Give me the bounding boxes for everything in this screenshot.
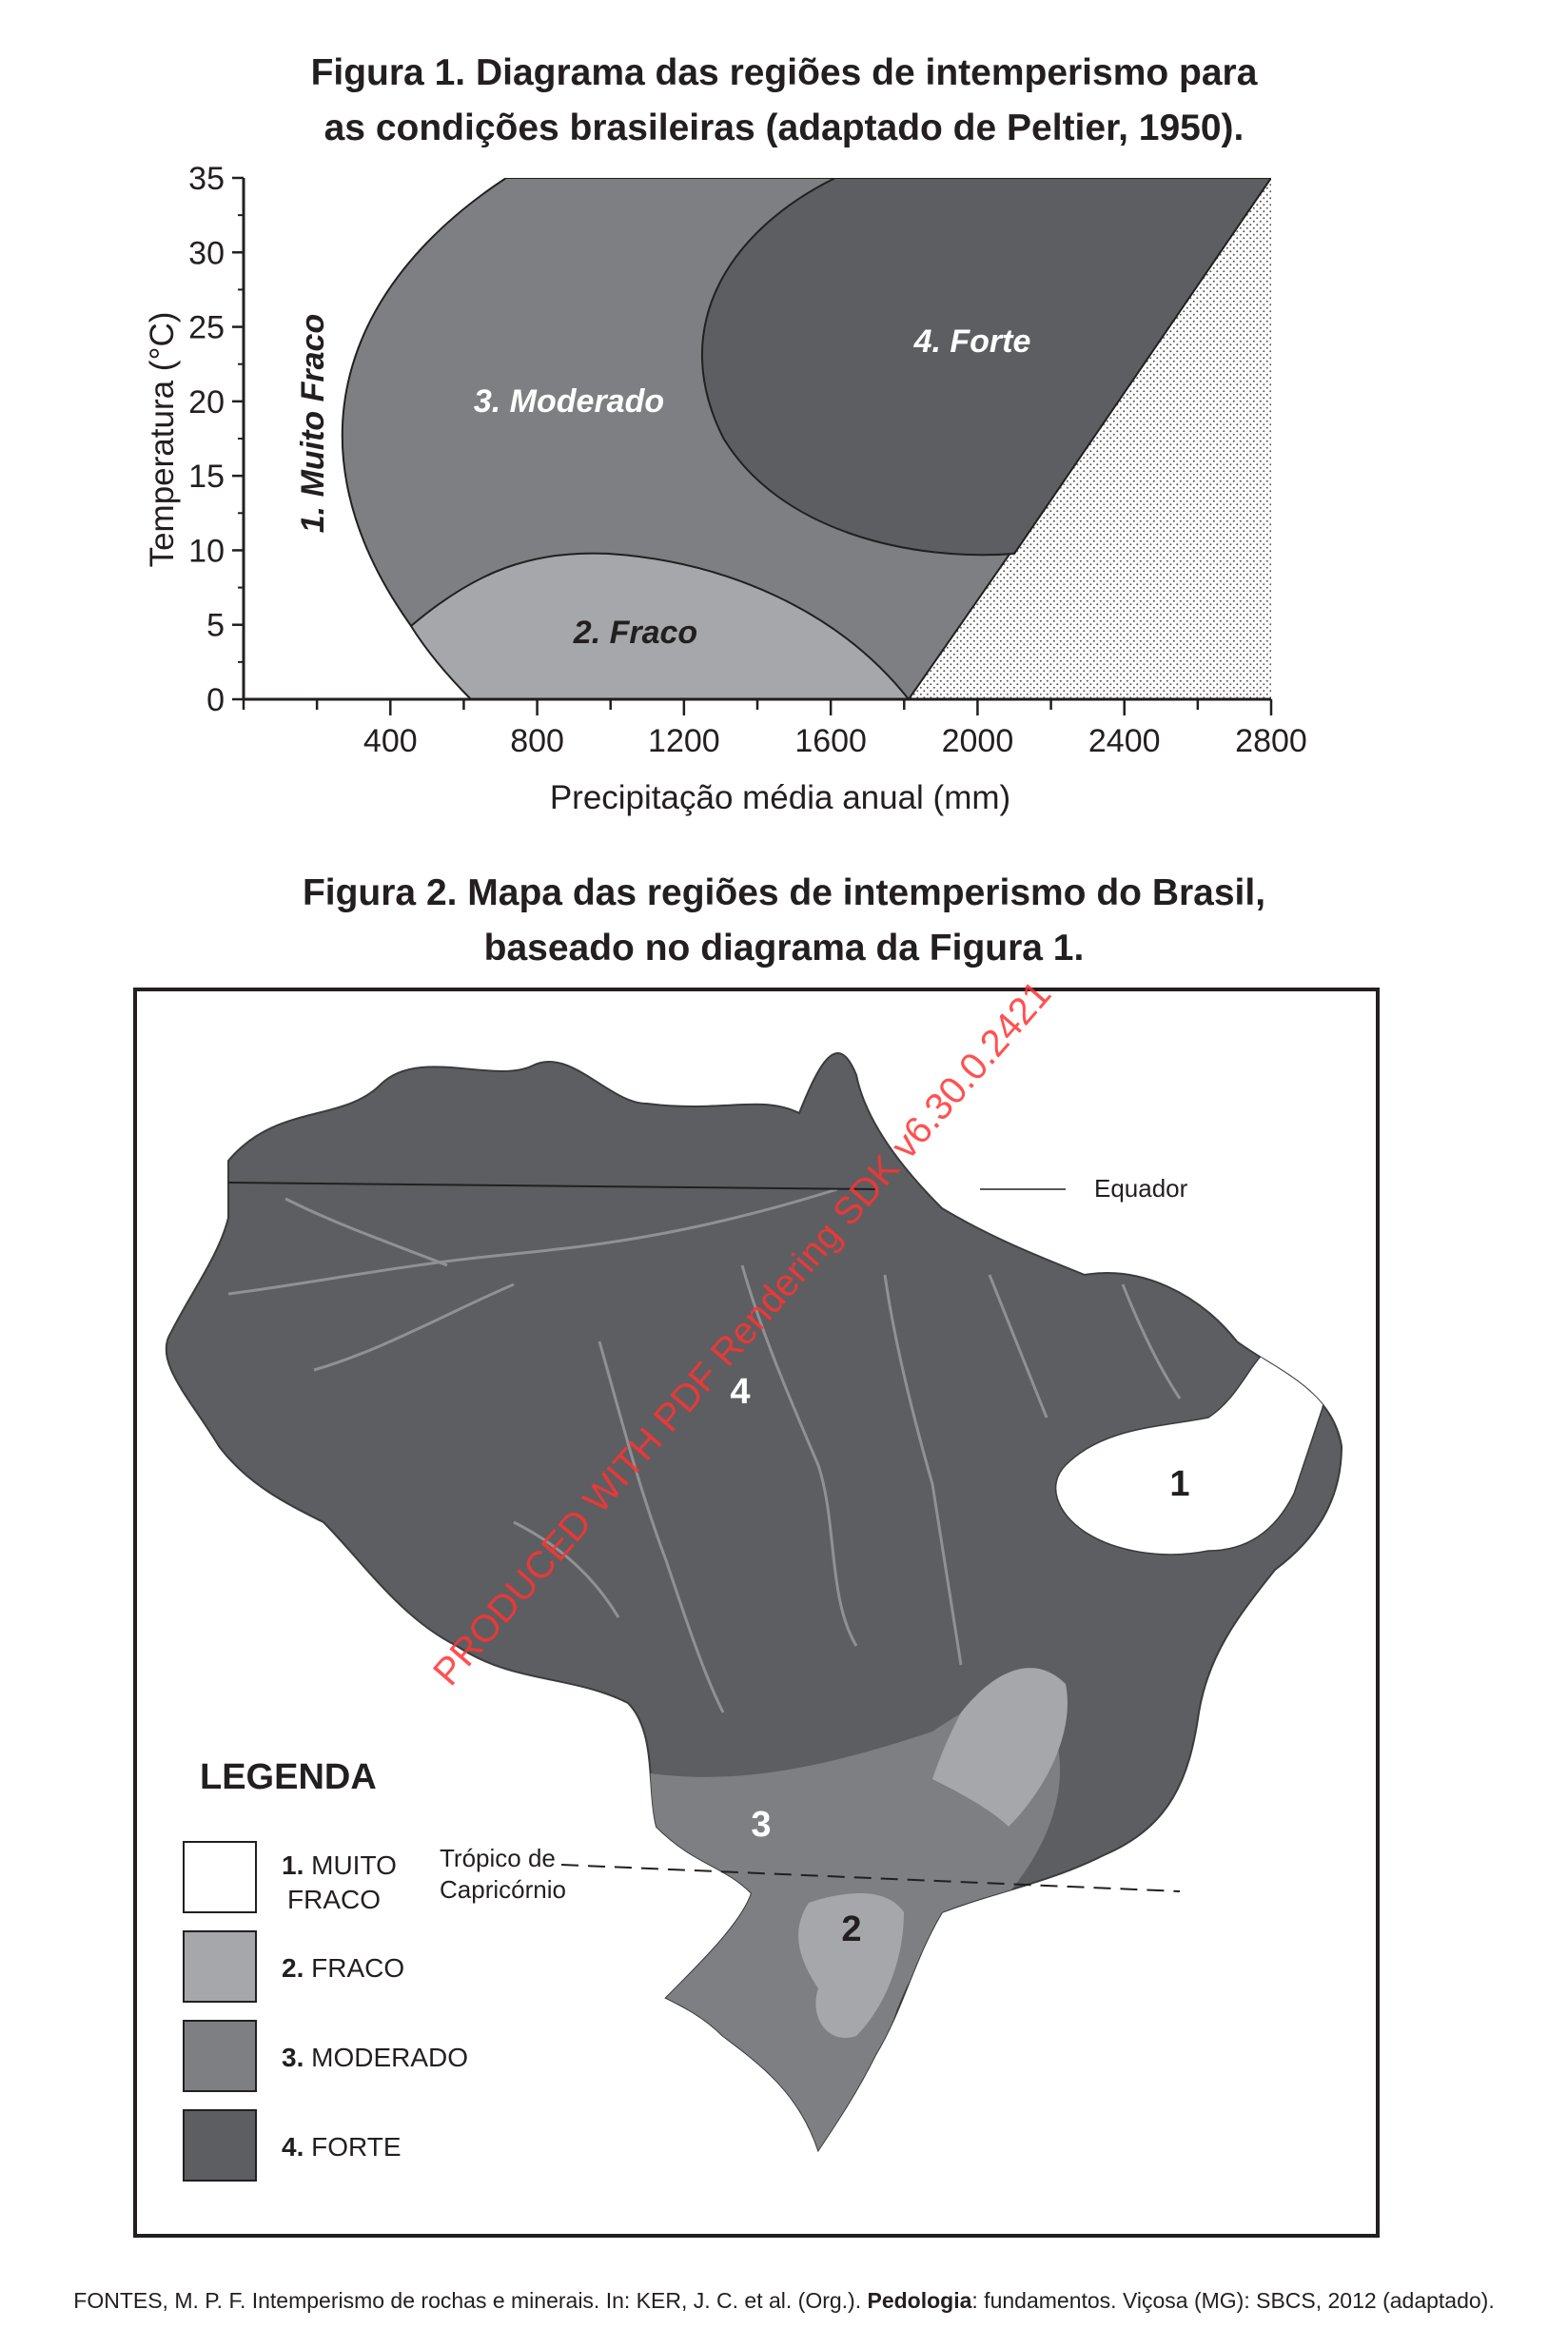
y-axis-label: Temperatura (°C) bbox=[144, 312, 181, 568]
x-tick-label: 800 bbox=[510, 723, 564, 759]
region-moderado-label: 3. Moderado bbox=[474, 383, 664, 420]
figure1-title-line2: as condições brasileiras (adaptado de Pe… bbox=[323, 108, 1245, 148]
source-citation: FONTES, M. P. F. Intemperismo de rochas … bbox=[0, 2288, 1568, 2314]
y-tick-label: 0 bbox=[206, 682, 225, 718]
x-tick-label: 1200 bbox=[648, 723, 720, 759]
map-region-fraco-south bbox=[798, 1893, 904, 2038]
source-bold: Pedologia bbox=[867, 2288, 972, 2313]
map-number-4: 4 bbox=[730, 1372, 750, 1412]
x-tick-label: 1600 bbox=[794, 723, 867, 759]
y-tick-label: 35 bbox=[188, 162, 225, 197]
y-tick-label: 20 bbox=[188, 384, 225, 421]
legend: 1. MUITO FRACO 2. FRACO 3. MODERADO 4. FORTE bbox=[183, 1841, 468, 2182]
legend-swatch bbox=[183, 2109, 257, 2182]
map-number-2: 2 bbox=[841, 1909, 861, 1949]
figure2-title: Figura 2. Mapa das regiões de intemperis… bbox=[0, 866, 1568, 976]
legend-label: 4. FORTE bbox=[282, 2132, 402, 2162]
legend-label-line2: FRACO bbox=[287, 1885, 381, 1914]
legend-label: 2. FRACO bbox=[282, 1953, 404, 1983]
source-part1: FONTES, M. P. F. Intemperismo de rochas … bbox=[73, 2288, 868, 2313]
x-axis-label: Precipitação média anual (mm) bbox=[550, 779, 1010, 816]
figure1-title: Figura 1. Diagrama das regiões de intemp… bbox=[0, 46, 1568, 156]
region-forte-area bbox=[700, 178, 1271, 557]
legend-swatch bbox=[183, 2020, 257, 2092]
map-region-muito-fraco bbox=[1055, 1348, 1325, 1556]
x-tick-label: 2000 bbox=[942, 723, 1014, 759]
source-part2: : fundamentos. Viçosa (MG): SBCS, 2012 (… bbox=[971, 2288, 1495, 2313]
x-tick-label: 400 bbox=[363, 723, 418, 759]
region-forte-label: 4. Forte bbox=[913, 323, 1031, 360]
map-region-fraco-southeast bbox=[932, 1668, 1068, 1827]
y-tick-label: 30 bbox=[188, 235, 225, 271]
equator-label: Equador bbox=[1094, 1174, 1188, 1203]
brazil-weathering-map: Equador Trópico de Capricórnio 4 1 3 2 L… bbox=[133, 988, 1380, 2238]
weathering-diagram: 0 5 10 15 20 25 30 35 400 800 1200 1600 2000 2400 280… bbox=[144, 162, 1307, 816]
figure1-title-line1: Figura 1. Diagrama das regiões de intemp… bbox=[310, 52, 1258, 93]
tropic-line bbox=[560, 1864, 1181, 1892]
region-fraco-label: 2. Fraco bbox=[573, 615, 697, 651]
map-number-1: 1 bbox=[1169, 1464, 1189, 1504]
y-tick-label: 15 bbox=[188, 459, 225, 495]
equator-line bbox=[227, 1182, 876, 1190]
x-tick-label: 2800 bbox=[1235, 723, 1307, 759]
figure2-title-line2: baseado no diagrama da Figura 1. bbox=[483, 928, 1085, 969]
region-muito-fraco-label: 1. Muito Fraco bbox=[295, 314, 331, 533]
legend-swatch bbox=[183, 1930, 257, 2003]
figure2-title-line1: Figura 2. Mapa das regiões de intemperis… bbox=[302, 872, 1266, 913]
y-axis-ticks: 0 5 10 15 20 25 30 35 bbox=[188, 162, 244, 718]
x-axis-ticks: 400 800 1200 1600 2000 2400 2800 bbox=[242, 699, 1307, 759]
region-fraco-area bbox=[409, 552, 911, 699]
legend-title: LEGENDA bbox=[200, 1757, 377, 1797]
watermark-text: PRODUCED WITH PDF Rendering SDK v6.30.0.… bbox=[425, 973, 1059, 1693]
y-tick-label: 5 bbox=[206, 608, 225, 644]
legend-label: 3. MODERADO bbox=[282, 2043, 468, 2072]
legend-swatch bbox=[183, 1841, 257, 1913]
x-tick-label: 2400 bbox=[1088, 723, 1161, 759]
y-tick-label: 25 bbox=[188, 310, 225, 346]
legend-label: 1. MUITO bbox=[282, 1850, 397, 1880]
brazil-outline bbox=[165, 1052, 1343, 2153]
tropic-label-line2: Capricórnio bbox=[440, 1875, 566, 1904]
rivers bbox=[227, 1187, 1182, 1713]
y-tick-label: 10 bbox=[188, 533, 225, 569]
map-number-3: 3 bbox=[751, 1805, 771, 1845]
tropic-label-line1: Trópico de bbox=[440, 1844, 556, 1872]
